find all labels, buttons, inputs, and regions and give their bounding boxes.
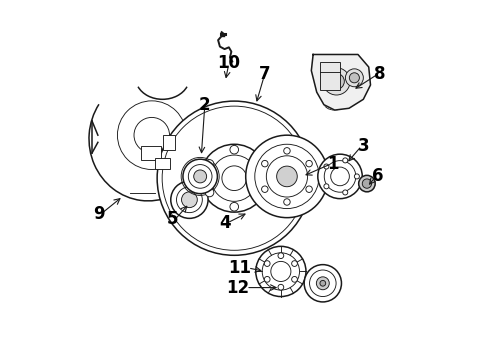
Circle shape: [183, 159, 218, 194]
Circle shape: [255, 159, 263, 168]
Circle shape: [171, 181, 208, 219]
Circle shape: [264, 276, 270, 282]
Circle shape: [230, 202, 239, 211]
Circle shape: [349, 73, 359, 83]
Bar: [320, 62, 340, 90]
Circle shape: [205, 159, 214, 168]
Text: 2: 2: [199, 96, 211, 114]
Text: 3: 3: [358, 137, 369, 155]
Circle shape: [230, 145, 239, 154]
Circle shape: [118, 101, 186, 170]
Text: 1: 1: [327, 155, 339, 173]
Circle shape: [324, 164, 329, 169]
Circle shape: [267, 156, 308, 197]
Circle shape: [157, 101, 311, 255]
Circle shape: [188, 165, 212, 188]
Circle shape: [194, 170, 207, 183]
Text: 8: 8: [374, 65, 386, 83]
Circle shape: [343, 190, 348, 195]
Circle shape: [343, 158, 348, 163]
Circle shape: [284, 199, 290, 205]
Circle shape: [278, 253, 284, 258]
Circle shape: [284, 148, 290, 154]
Circle shape: [271, 261, 291, 282]
Circle shape: [200, 144, 268, 212]
Circle shape: [277, 166, 297, 187]
Circle shape: [176, 187, 202, 213]
Circle shape: [345, 69, 364, 87]
Circle shape: [324, 184, 329, 189]
Text: 9: 9: [93, 205, 104, 223]
Circle shape: [245, 135, 328, 218]
Circle shape: [329, 73, 344, 89]
Circle shape: [362, 179, 371, 188]
Circle shape: [306, 186, 312, 193]
Circle shape: [181, 192, 197, 208]
Circle shape: [306, 161, 312, 167]
Circle shape: [278, 284, 284, 290]
Circle shape: [331, 167, 349, 186]
Circle shape: [205, 188, 214, 197]
Circle shape: [255, 144, 319, 208]
Circle shape: [320, 280, 326, 286]
Circle shape: [262, 253, 299, 290]
Circle shape: [323, 68, 350, 95]
Circle shape: [162, 106, 306, 250]
Text: 10: 10: [218, 54, 241, 72]
Bar: [163, 135, 175, 149]
Bar: [155, 158, 170, 169]
Circle shape: [304, 265, 342, 302]
Text: 7: 7: [259, 65, 270, 83]
Circle shape: [292, 276, 297, 282]
Circle shape: [317, 277, 329, 290]
Text: 12: 12: [226, 279, 250, 297]
Circle shape: [324, 161, 356, 192]
Circle shape: [222, 166, 246, 190]
Text: 5: 5: [167, 211, 179, 229]
Circle shape: [256, 246, 306, 297]
Circle shape: [264, 261, 270, 266]
Circle shape: [134, 117, 170, 153]
Circle shape: [211, 155, 257, 201]
Circle shape: [359, 175, 375, 192]
Polygon shape: [311, 54, 370, 110]
Circle shape: [262, 186, 268, 193]
Text: 4: 4: [219, 214, 231, 232]
Bar: [141, 146, 161, 160]
Circle shape: [255, 188, 263, 197]
Circle shape: [354, 174, 359, 179]
Circle shape: [262, 161, 268, 167]
Text: 11: 11: [228, 259, 251, 277]
Text: 6: 6: [372, 167, 384, 185]
Circle shape: [318, 154, 362, 199]
Circle shape: [310, 270, 336, 297]
Circle shape: [292, 261, 297, 266]
